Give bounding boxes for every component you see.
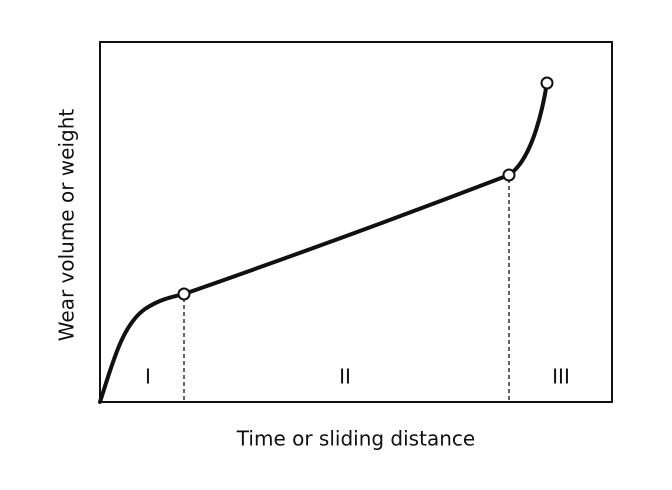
transition-point [177,287,191,301]
region-label: II [339,365,351,389]
region-label: I [145,365,151,389]
end-point [540,76,554,90]
frame [99,41,613,403]
wear-curve [98,81,549,404]
transition-point [502,168,516,182]
region-label: III [552,365,570,389]
y-axis-label: Wear volume or weight [55,109,79,342]
x-axis-label: Time or sliding distance [236,427,475,451]
